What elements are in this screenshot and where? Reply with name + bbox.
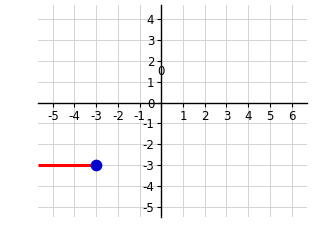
Point: [94, 163, 99, 167]
